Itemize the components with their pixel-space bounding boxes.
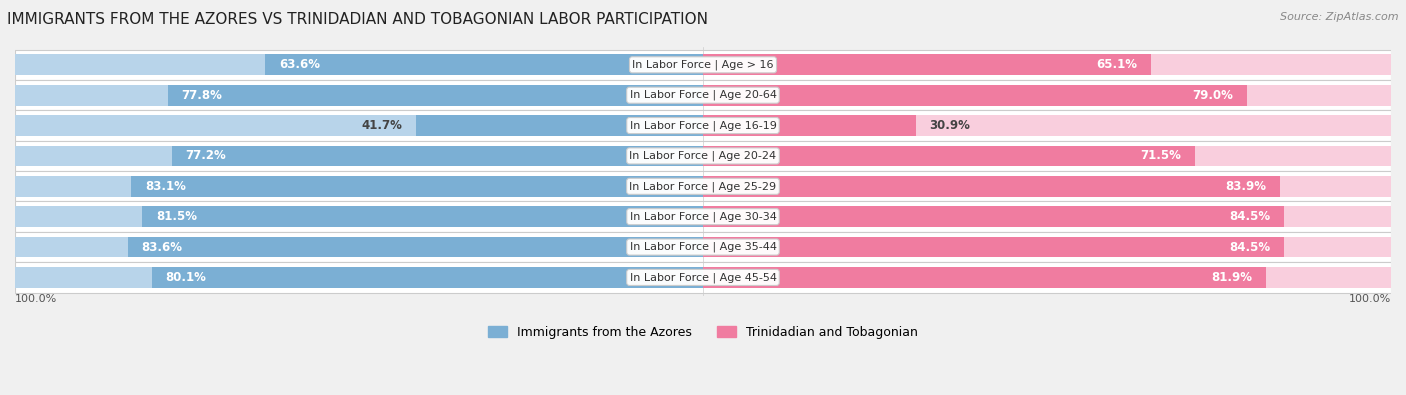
Text: 81.5%: 81.5% (156, 210, 197, 223)
Text: In Labor Force | Age 16-19: In Labor Force | Age 16-19 (630, 120, 776, 131)
Text: In Labor Force | Age > 16: In Labor Force | Age > 16 (633, 60, 773, 70)
Bar (15, 232, 1391, 262)
Text: 65.1%: 65.1% (1097, 58, 1137, 71)
Bar (15, 115, 703, 136)
Bar (15, 237, 703, 258)
Bar (703, 206, 1284, 227)
Bar (15, 201, 1391, 232)
Bar (703, 85, 1247, 105)
Bar (15, 50, 1391, 80)
Bar (15, 55, 703, 75)
Text: 41.7%: 41.7% (361, 119, 402, 132)
Bar (128, 237, 703, 258)
Text: 84.5%: 84.5% (1229, 241, 1271, 254)
Bar (15, 85, 703, 105)
Text: In Labor Force | Age 35-44: In Labor Force | Age 35-44 (630, 242, 776, 252)
Bar (703, 55, 1152, 75)
Text: 77.8%: 77.8% (181, 89, 222, 102)
Bar (703, 176, 1281, 197)
Bar (15, 262, 1391, 293)
Bar (703, 115, 1391, 136)
Bar (172, 146, 703, 166)
Text: In Labor Force | Age 30-34: In Labor Force | Age 30-34 (630, 211, 776, 222)
Bar (15, 206, 703, 227)
Bar (15, 141, 1391, 171)
Bar (416, 115, 703, 136)
Text: 83.1%: 83.1% (145, 180, 186, 193)
Bar (15, 267, 703, 288)
Legend: Immigrants from the Azores, Trinidadian and Tobagonian: Immigrants from the Azores, Trinidadian … (484, 321, 922, 344)
Text: 71.5%: 71.5% (1140, 149, 1181, 162)
Bar (15, 171, 1391, 201)
Text: In Labor Force | Age 20-24: In Labor Force | Age 20-24 (630, 150, 776, 161)
Bar (703, 146, 1391, 166)
Text: 100.0%: 100.0% (1348, 294, 1391, 304)
Bar (703, 176, 1391, 197)
Bar (703, 206, 1391, 227)
Text: 30.9%: 30.9% (929, 119, 970, 132)
Bar (15, 146, 703, 166)
Text: 81.9%: 81.9% (1212, 271, 1253, 284)
Bar (15, 176, 703, 197)
Text: 83.6%: 83.6% (142, 241, 183, 254)
Bar (167, 85, 703, 105)
Bar (152, 267, 703, 288)
Bar (703, 146, 1195, 166)
Bar (142, 206, 703, 227)
Bar (703, 237, 1391, 258)
Text: In Labor Force | Age 25-29: In Labor Force | Age 25-29 (630, 181, 776, 192)
Bar (703, 267, 1391, 288)
Text: 100.0%: 100.0% (15, 294, 58, 304)
Text: 79.0%: 79.0% (1192, 89, 1233, 102)
Text: 80.1%: 80.1% (166, 271, 207, 284)
Bar (131, 176, 703, 197)
Bar (703, 115, 915, 136)
Bar (703, 237, 1284, 258)
Text: 83.9%: 83.9% (1226, 180, 1267, 193)
Text: 63.6%: 63.6% (280, 58, 321, 71)
Bar (266, 55, 703, 75)
Bar (703, 85, 1391, 105)
Text: In Labor Force | Age 45-54: In Labor Force | Age 45-54 (630, 272, 776, 283)
Text: Source: ZipAtlas.com: Source: ZipAtlas.com (1281, 12, 1399, 22)
Bar (15, 80, 1391, 110)
Text: In Labor Force | Age 20-64: In Labor Force | Age 20-64 (630, 90, 776, 100)
Bar (15, 110, 1391, 141)
Bar (703, 267, 1267, 288)
Text: 77.2%: 77.2% (186, 149, 226, 162)
Text: 84.5%: 84.5% (1229, 210, 1271, 223)
Text: IMMIGRANTS FROM THE AZORES VS TRINIDADIAN AND TOBAGONIAN LABOR PARTICIPATION: IMMIGRANTS FROM THE AZORES VS TRINIDADIA… (7, 12, 709, 27)
Bar (703, 55, 1391, 75)
